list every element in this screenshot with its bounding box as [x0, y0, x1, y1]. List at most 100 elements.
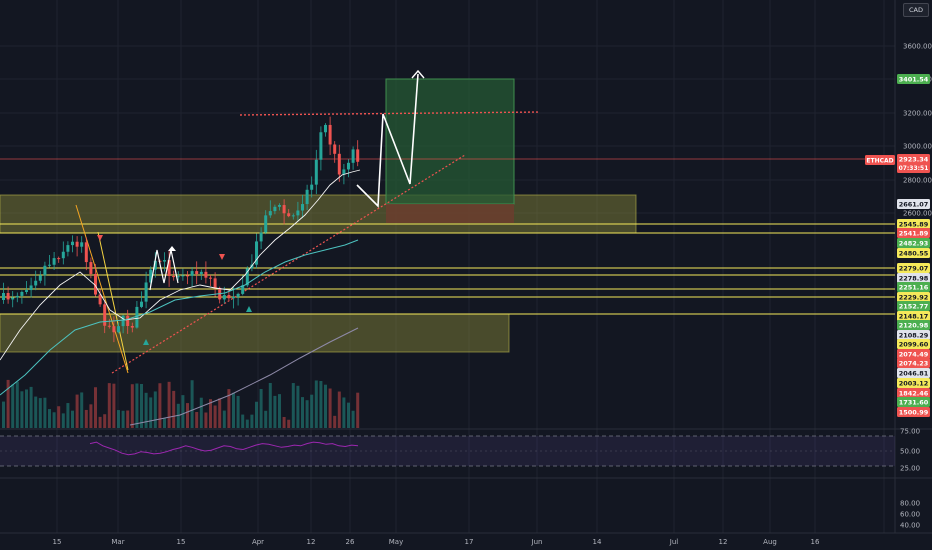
candle-body [273, 206, 277, 212]
volume-bar [351, 410, 355, 428]
candle-body [186, 275, 189, 277]
candle-body [314, 159, 318, 185]
volume-bar [149, 397, 153, 428]
volume-bar [71, 410, 74, 428]
volume-bar [66, 403, 70, 428]
price-level-value: 1500.99 [899, 409, 929, 417]
price-level-badge [897, 301, 930, 311]
candle-body [11, 297, 15, 300]
wave-arrow-small [168, 246, 176, 251]
candle-body [135, 306, 139, 328]
candle-body [342, 169, 346, 175]
candle-body [126, 315, 130, 326]
volume-bar [29, 386, 33, 428]
candle-body [291, 215, 295, 217]
candle-body [75, 241, 79, 247]
volume-bar [48, 409, 51, 428]
volume-bar [38, 398, 42, 428]
fib-line[interactable] [75, 204, 129, 374]
candle-body [259, 232, 263, 242]
candle-body [245, 268, 249, 286]
time-tick-label: 12 [719, 538, 728, 546]
price-level-value: 2545.89 [899, 221, 929, 229]
volume-bar [328, 388, 332, 428]
volume-bar [199, 397, 203, 428]
ma-white [0, 169, 361, 361]
price-level-badge [897, 358, 930, 368]
price-level-value: 2661.07 [899, 201, 929, 209]
support-zone[interactable] [0, 313, 510, 353]
time-tick-label: Aug [763, 538, 777, 546]
price-level-value: 3401.54 [899, 76, 929, 84]
volume-bar [121, 410, 125, 428]
volume-bar [333, 415, 337, 428]
price-level-value: 2482.93 [899, 240, 929, 248]
time-tick-label: 17 [465, 538, 474, 546]
rsi-tick-label: 75.00 [900, 428, 920, 436]
candle-body [43, 265, 47, 276]
volume-bar [250, 414, 254, 428]
volume-bar [80, 392, 84, 428]
currency-button[interactable]: CAD [903, 3, 929, 17]
rsi-axis: 75.00 50.00 25.00 [900, 428, 920, 473]
candle-body [6, 293, 10, 300]
price-level-badge [897, 320, 930, 330]
volume-bar [153, 391, 157, 428]
time-tick-label: 15 [177, 538, 186, 546]
stop-zone[interactable] [386, 204, 514, 223]
price-level-value: 2278.98 [899, 275, 929, 283]
price-level-value: 2541.89 [899, 230, 929, 238]
horizontal-levels [0, 223, 895, 315]
price-level-value: 1842.46 [899, 390, 929, 398]
candle-body [163, 260, 166, 262]
volume-bar [144, 392, 148, 428]
candle-body [98, 294, 102, 305]
trendline-dotted[interactable] [111, 154, 466, 374]
volume-bar [245, 419, 249, 428]
candle-body [278, 205, 281, 207]
fib-line[interactable] [97, 231, 129, 371]
candle-body [117, 326, 120, 333]
volume-bar [287, 419, 291, 428]
price-level-value: 2074.49 [899, 351, 929, 359]
volume-bar [117, 410, 120, 428]
time-axis[interactable]: 15 Mar 15 Apr 12 26 May 17 Jun 14 Jul 12 Aug 16 [53, 538, 820, 546]
price-level-value: 2279.07 [899, 265, 929, 273]
volume-bar [209, 399, 212, 428]
candle-body [310, 184, 314, 190]
candle-body [15, 295, 19, 298]
price-level-badge [897, 219, 930, 229]
volume-bar [314, 380, 318, 428]
volume-bar [301, 397, 304, 428]
candle-body [319, 132, 323, 160]
volume-bar [2, 401, 5, 428]
candle-body [121, 315, 125, 327]
time-tick-label: Jun [531, 538, 543, 546]
candle-body [195, 271, 199, 274]
candle-body [38, 275, 42, 281]
candle-body [282, 205, 286, 214]
candle-body [347, 162, 350, 170]
candle-body [232, 296, 235, 299]
candle-body [167, 260, 171, 276]
buy-signal-icon [246, 306, 252, 312]
projection-path[interactable] [356, 73, 419, 208]
lower-tick-label: 60.00 [900, 511, 920, 519]
volume-bar [11, 384, 15, 428]
price-level-badge [897, 407, 930, 417]
volume-bar [126, 410, 130, 428]
target-zone[interactable] [385, 78, 515, 205]
price-level-value: 2099.60 [899, 341, 929, 349]
time-tick-label: Apr [252, 538, 264, 546]
resistance-zone[interactable] [0, 194, 637, 234]
candle-body [52, 258, 56, 265]
volume-bar [268, 382, 272, 428]
ma-teal [0, 239, 359, 396]
volume-bar [264, 410, 268, 428]
candle-body [34, 280, 38, 286]
volume-bar [195, 412, 199, 428]
candle-body [199, 271, 203, 274]
price-level-badge [897, 388, 930, 398]
